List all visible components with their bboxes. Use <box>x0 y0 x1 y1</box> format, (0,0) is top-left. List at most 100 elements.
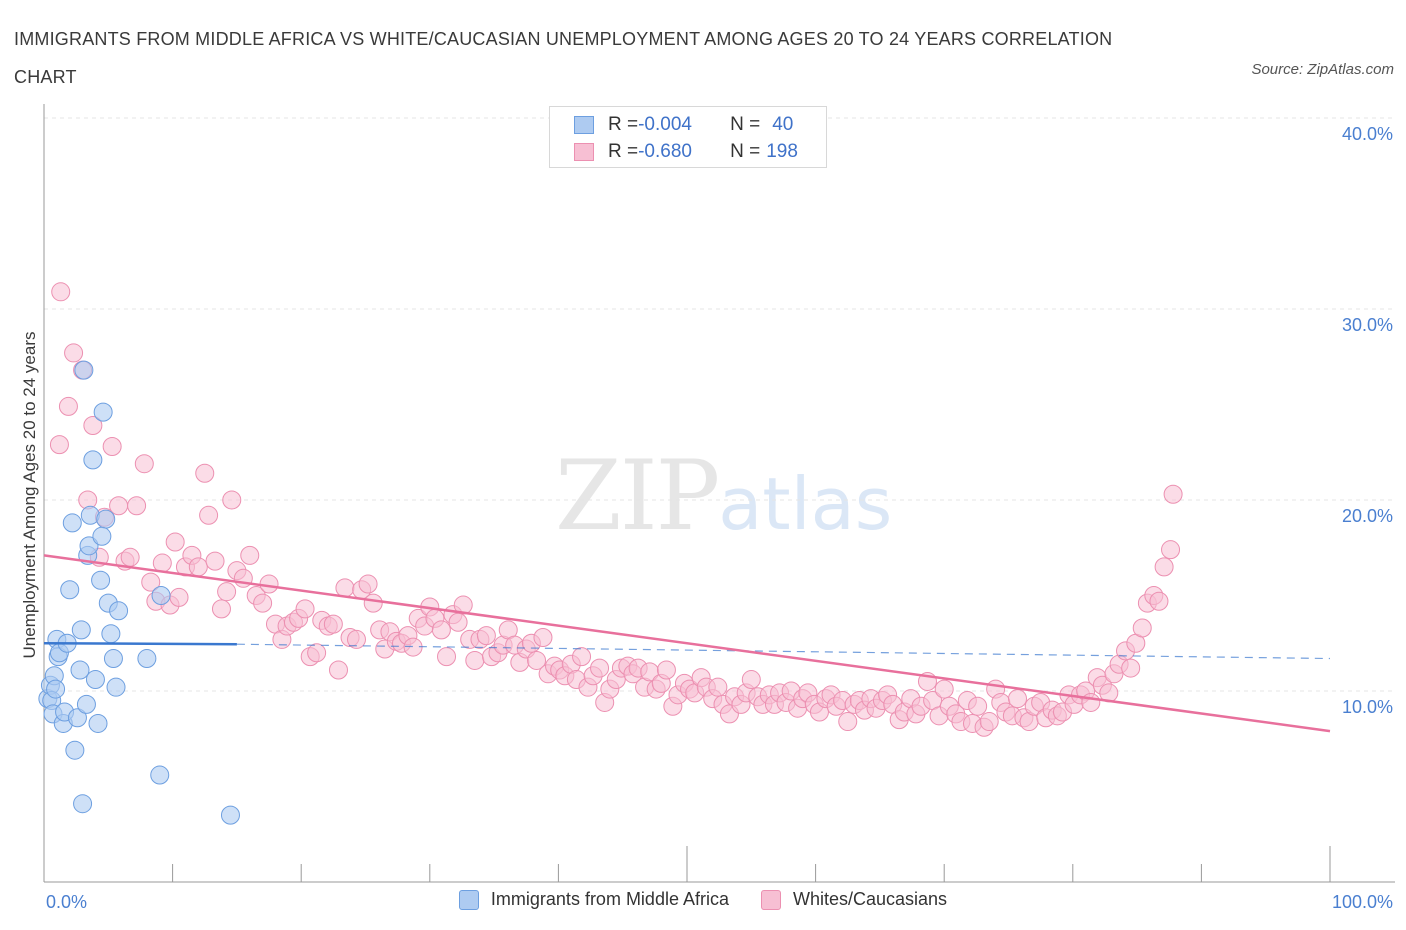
whites-point <box>476 626 496 646</box>
y-tick-label: 20.0% <box>1342 506 1393 526</box>
whites-point <box>1163 484 1183 504</box>
gridlines <box>44 117 1395 692</box>
legend-n-label: N = <box>730 141 761 162</box>
whites-point <box>358 574 378 594</box>
immigrants-trend-dashed <box>236 643 1331 660</box>
immigrants-point <box>106 677 126 697</box>
source-note: Source: ZipAtlas.com <box>1251 61 1394 78</box>
whites-point <box>527 650 547 670</box>
immigrants-point <box>85 670 105 690</box>
whites-point <box>295 599 315 619</box>
whites-point <box>1008 689 1028 709</box>
whites-point <box>1154 557 1174 577</box>
whites-point <box>838 712 858 732</box>
whites-point <box>307 643 327 663</box>
series-legend-whites: Whites/Caucasians <box>760 889 948 910</box>
y-tick-label: 40.0% <box>1342 124 1393 144</box>
whites-point <box>217 582 237 602</box>
whites-point <box>109 496 129 516</box>
correlation-legend: R = -0.004 N = 40 R = -0.680 N = 198 <box>549 106 827 168</box>
whites-point <box>165 532 185 552</box>
immigrants-point <box>93 402 113 422</box>
immigrants-point <box>74 360 94 380</box>
legend-r-label: R = <box>608 141 639 162</box>
whites-point <box>431 620 451 640</box>
immigrants-point <box>150 765 170 785</box>
series-label: Whites/Caucasians <box>792 889 948 909</box>
tick-labels: 10.0% 20.0% 30.0% 40.0% 0.0% 100.0% <box>46 124 1393 912</box>
whites-point <box>169 587 189 607</box>
series-swatch-blue <box>458 889 479 910</box>
whites-point <box>346 629 366 649</box>
whites-point <box>199 505 219 525</box>
whites-point <box>708 677 728 697</box>
immigrants-point <box>67 708 87 728</box>
whites-point <box>49 435 69 455</box>
trend-lines <box>43 554 1331 733</box>
whites-point <box>1161 540 1181 560</box>
series-label: Immigrants from Middle Africa <box>490 889 729 909</box>
whites-point <box>363 593 383 613</box>
y-tick-label: 10.0% <box>1342 697 1393 717</box>
y-tick-label: 30.0% <box>1342 315 1393 335</box>
axes <box>43 104 1395 883</box>
whites-point <box>58 396 78 416</box>
whites-point <box>979 712 999 732</box>
immigrants-point <box>101 624 121 644</box>
immigrants-point <box>88 713 108 733</box>
whites-point <box>240 545 260 565</box>
legend-row-immigrants: R = -0.004 N = 40 <box>574 112 793 138</box>
whites-point <box>323 614 343 634</box>
whites-point <box>205 551 225 571</box>
whites-point <box>1132 618 1152 638</box>
whites-point <box>127 496 147 516</box>
whites-point <box>1121 658 1141 678</box>
immigrants-points <box>38 360 240 825</box>
whites-point <box>141 572 161 592</box>
legend-n-value: 198 <box>766 141 798 162</box>
whites-point <box>934 679 954 699</box>
legend-n-value: 40 <box>772 114 794 135</box>
immigrants-point <box>71 620 91 640</box>
x-tick-label: 100.0% <box>1332 892 1393 912</box>
whites-point <box>533 628 553 648</box>
whites-point <box>335 578 355 598</box>
whites-point <box>1149 591 1169 611</box>
immigrants-point <box>83 450 103 470</box>
whites-point <box>64 343 84 363</box>
immigrants-point <box>76 694 96 714</box>
legend-r-value: -0.680 <box>638 141 692 162</box>
whites-point <box>590 658 610 678</box>
immigrants-point <box>103 649 123 669</box>
whites-point <box>120 547 140 567</box>
immigrants-point <box>60 580 80 600</box>
immigrants-point <box>92 526 112 546</box>
immigrants-point <box>109 601 129 621</box>
legend-n-label: N = <box>730 114 761 135</box>
legend-swatch-blue <box>574 116 594 134</box>
whites-point <box>134 454 154 474</box>
whites-point <box>572 647 592 667</box>
whites-point <box>741 670 761 690</box>
whites-point <box>968 696 988 716</box>
whites-point <box>188 557 208 577</box>
whites-point <box>195 463 215 483</box>
whites-point <box>656 660 676 680</box>
series-legend-immigrants: Immigrants from Middle Africa <box>458 889 729 910</box>
immigrants-point <box>73 794 93 814</box>
whites-point <box>328 660 348 680</box>
watermark-zip: ZIP <box>555 440 720 552</box>
series-swatch-pink <box>760 889 781 910</box>
legend-swatch-pink <box>574 143 594 161</box>
whites-point <box>1081 692 1101 712</box>
immigrants-point <box>91 570 111 590</box>
whites-point <box>453 595 473 615</box>
whites-points <box>49 282 1183 737</box>
whites-point <box>437 647 457 667</box>
whites-point <box>465 650 485 670</box>
chart-title: IMMIGRANTS FROM MIDDLE AFRICA VS WHITE/C… <box>14 29 1113 87</box>
immigrants-point <box>79 536 99 556</box>
immigrants-point <box>151 586 171 605</box>
whites-point <box>51 282 71 302</box>
